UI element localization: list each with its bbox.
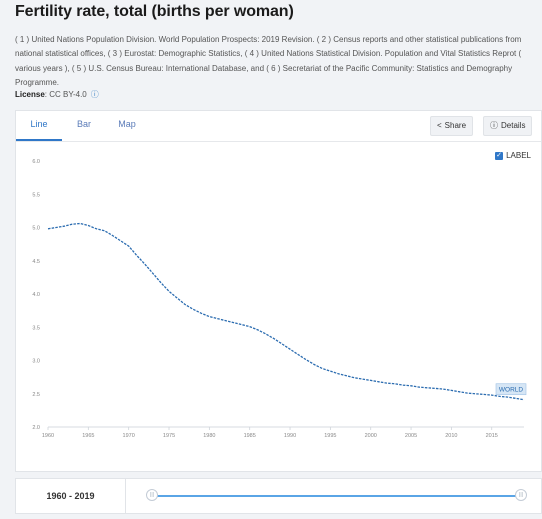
series-line xyxy=(47,222,525,401)
y-tick-label: 6.0 xyxy=(32,159,40,165)
sources-text: ( 1 ) United Nations Population Division… xyxy=(15,35,522,88)
share-button[interactable]: < Share xyxy=(430,116,474,136)
tab-line[interactable]: Line xyxy=(16,111,62,141)
x-tick-label: 1970 xyxy=(123,433,135,439)
y-tick-label: 2.0 xyxy=(32,425,40,431)
x-tick-label: 2005 xyxy=(405,433,417,439)
x-tick-label: 1990 xyxy=(284,433,296,439)
tab-bar[interactable]: Bar xyxy=(76,119,91,129)
label-toggle-text: LABEL xyxy=(506,151,531,160)
x-tick-label: 1960 xyxy=(42,433,54,439)
series-end-label-box xyxy=(495,383,527,396)
details-label: Details xyxy=(501,121,526,130)
year-range-label: 1960 - 2019 xyxy=(16,479,126,513)
x-tick-label: 1965 xyxy=(82,433,94,439)
label-toggle[interactable]: ✓ LABEL xyxy=(495,151,531,160)
y-tick-label: 4.0 xyxy=(32,292,40,298)
x-tick-label: 1980 xyxy=(203,433,215,439)
x-tick-label: 2000 xyxy=(365,433,377,439)
year-range-bar: 1960 - 2019 ||| ||| xyxy=(15,478,542,514)
x-tick-label: 2015 xyxy=(486,433,498,439)
range-end-handle[interactable]: ||| xyxy=(515,489,527,501)
share-icon: < xyxy=(437,121,442,130)
info-icon: ⓘ xyxy=(490,121,498,130)
range-slider-track[interactable] xyxy=(152,495,522,497)
y-tick-label: 3.5 xyxy=(32,325,40,331)
y-tick-label: 5.5 xyxy=(32,192,40,198)
share-label: Share xyxy=(444,121,467,130)
x-tick-label: 1985 xyxy=(244,433,256,439)
x-tick-label: 1975 xyxy=(163,433,175,439)
page-title: Fertility rate, total (births per woman) xyxy=(15,3,294,20)
license-value: : CC BY-4.0 xyxy=(44,90,87,99)
chart-card: Line Bar Map < Share ⓘ Details ✓ LABEL 2.0… xyxy=(15,110,542,472)
y-tick-label: 3.0 xyxy=(32,359,40,365)
y-tick-label: 2.5 xyxy=(32,392,40,398)
details-button[interactable]: ⓘ Details xyxy=(483,116,533,136)
y-tick-label: 5.0 xyxy=(32,226,40,232)
y-tick-label: 4.5 xyxy=(32,259,40,265)
x-tick-label: 1995 xyxy=(324,433,336,439)
chart-tabs: Line Bar Map < Share ⓘ Details xyxy=(16,111,541,142)
info-icon[interactable]: ⓘ xyxy=(90,90,99,99)
license-label: License xyxy=(15,90,45,99)
x-tick-label: 2010 xyxy=(445,433,457,439)
series-end-label: WORLD xyxy=(499,387,524,394)
line-chart: 2.0 2.5 3.0 3.5 4.0 4.5 5.0 5.5 6.0 1960 1965 1970 1… xyxy=(32,159,527,439)
license-line: License: CC BY-4.0 ⓘ xyxy=(15,89,99,100)
checkbox-checked-icon[interactable]: ✓ xyxy=(495,151,504,160)
tab-map[interactable]: Map xyxy=(118,119,136,129)
range-start-handle[interactable]: ||| xyxy=(146,489,158,501)
